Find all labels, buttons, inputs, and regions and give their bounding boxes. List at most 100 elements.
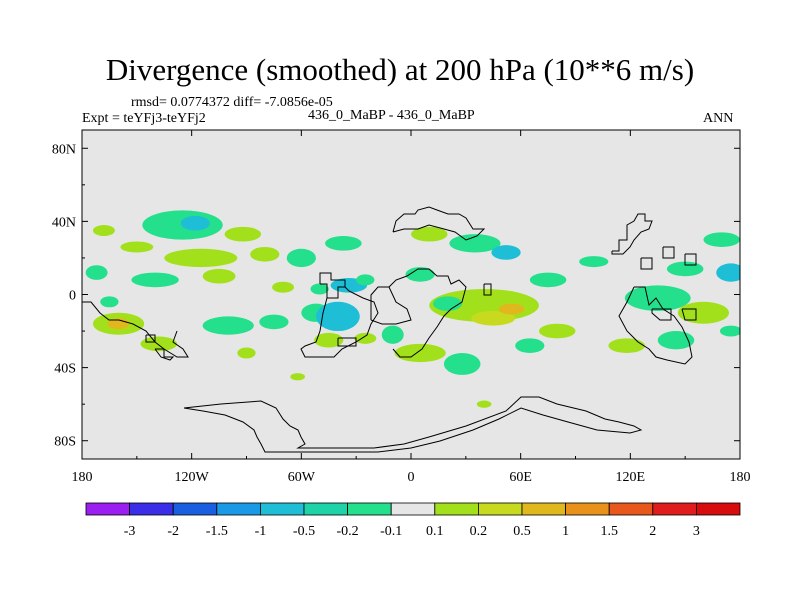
- colorbar-swatch: [172, 502, 218, 516]
- colorbar-label: 1: [562, 524, 569, 539]
- y-tick-label: 0: [69, 289, 76, 304]
- divergence-blob: [538, 323, 576, 339]
- x-tick-label: 0: [408, 470, 415, 485]
- colorbar-swatch: [259, 502, 305, 516]
- colorbar: -3 -2 -1.5 -1 -0.5 -0.2 -0.1 0.1 0.2 0.5 1 1.5 2 3: [85, 502, 741, 539]
- colorbar-label: 0.1: [426, 524, 444, 539]
- colorbar-label: 1.5: [600, 524, 618, 539]
- x-tick-label: 180: [730, 470, 751, 485]
- divergence-blob: [677, 301, 730, 324]
- colorbar-label: 0.2: [470, 524, 488, 539]
- stats-label: rmsd= 0.0774372 diff= -7.0856e-05: [131, 95, 333, 110]
- divergence-field: [85, 210, 740, 408]
- coastline: [154, 348, 175, 361]
- x-tick-label: 120E: [616, 470, 646, 485]
- divergence-blob: [92, 225, 115, 237]
- experiment-label: Expt = teYFj3-teYFj2: [82, 111, 206, 126]
- divergence-blob: [120, 241, 154, 253]
- colorbar-swatch: [565, 502, 610, 516]
- chart-title: Divergence (smoothed) at 200 hPa (10**6 …: [105, 52, 695, 87]
- divergence-blob: [224, 226, 262, 242]
- divergence-blob: [315, 301, 360, 332]
- divergence-blob: [354, 332, 377, 344]
- coastline: [145, 334, 156, 343]
- y-tick-label: 40S: [54, 362, 76, 377]
- divergence-blob: [703, 232, 740, 247]
- colorbar-swatch: [347, 502, 392, 516]
- divergence-blob: [259, 314, 289, 330]
- coastline: [483, 283, 492, 296]
- colorbar-swatch: [216, 502, 261, 516]
- coastline: [618, 286, 693, 365]
- coastlines: [82, 206, 697, 453]
- divergence-blob: [290, 373, 305, 381]
- divergence-blob: [432, 296, 463, 311]
- colorbar-swatch: [434, 502, 479, 516]
- colorbar-label: 2: [649, 524, 656, 539]
- divergence-blob: [356, 274, 375, 286]
- colorbar-swatch: [608, 502, 654, 516]
- divergence-blob: [405, 267, 435, 282]
- colorbar-label: -0.1: [380, 524, 402, 539]
- colorbar-label: -1.5: [206, 524, 228, 539]
- coastline: [651, 308, 672, 321]
- colorbar-swatch: [303, 502, 348, 516]
- coastline: [388, 268, 467, 358]
- divergence-blob: [529, 272, 567, 288]
- case-label: 436_0_MaBP - 436_0_MaBP: [308, 108, 475, 123]
- divergence-blob: [131, 272, 179, 288]
- colorbar-label: 3: [693, 524, 700, 539]
- coastline: [662, 246, 675, 259]
- divergence-blob: [85, 265, 108, 280]
- colorbar-swatch: [477, 502, 523, 516]
- colorbar-label: -3: [124, 524, 136, 539]
- coastline: [300, 286, 379, 358]
- coastline: [611, 213, 653, 255]
- colorbar-label: 0.5: [513, 524, 531, 539]
- coastline: [82, 301, 189, 358]
- divergence-blob: [272, 281, 295, 293]
- coastline: [640, 257, 653, 270]
- colorbar-swatch: [696, 502, 741, 516]
- divergence-blob: [394, 343, 446, 363]
- colorbar-label: -0.5: [293, 524, 315, 539]
- season-label: ANN: [703, 111, 734, 126]
- divergence-blob: [411, 226, 448, 242]
- divergence-blob: [579, 256, 609, 268]
- coastline: [370, 286, 412, 325]
- divergence-blob: [449, 234, 501, 253]
- divergence-blob: [164, 248, 238, 268]
- colorbar-swatch: [129, 502, 174, 516]
- coastline: [392, 206, 486, 241]
- colorbar-swatch: [85, 502, 130, 516]
- y-tick-label: 80N: [52, 142, 76, 157]
- x-tick-label: 60E: [509, 470, 532, 485]
- divergence-blob: [716, 263, 740, 282]
- y-tick-label: 40N: [52, 215, 76, 230]
- x-axis: 180 120W 60W 0 60E 120E 180: [72, 130, 751, 485]
- colorbar-swatch: [390, 502, 436, 516]
- colorbar-label: -0.2: [337, 524, 359, 539]
- divergence-blob: [471, 310, 516, 326]
- divergence-blob: [310, 283, 329, 295]
- x-tick-label: 120W: [175, 470, 210, 485]
- coastline: [681, 308, 697, 321]
- divergence-blob: [476, 400, 492, 408]
- colorbar-swatch: [652, 502, 697, 516]
- divergence-blob: [498, 303, 525, 315]
- coastline: [684, 253, 697, 266]
- divergence-blob: [237, 347, 256, 359]
- divergence-blob: [286, 248, 316, 268]
- divergence-blob: [608, 338, 645, 353]
- x-tick-label: 60W: [288, 470, 316, 485]
- colorbar-label: -1: [255, 524, 267, 539]
- colorbar-swatch: [521, 502, 566, 516]
- divergence-blob: [314, 332, 344, 348]
- colorbar-label: -2: [167, 524, 179, 539]
- divergence-blob: [657, 331, 695, 350]
- divergence-blob: [624, 285, 691, 311]
- divergence-blob: [202, 268, 236, 284]
- divergence-blob: [202, 316, 254, 335]
- divergence-blob: [443, 352, 481, 375]
